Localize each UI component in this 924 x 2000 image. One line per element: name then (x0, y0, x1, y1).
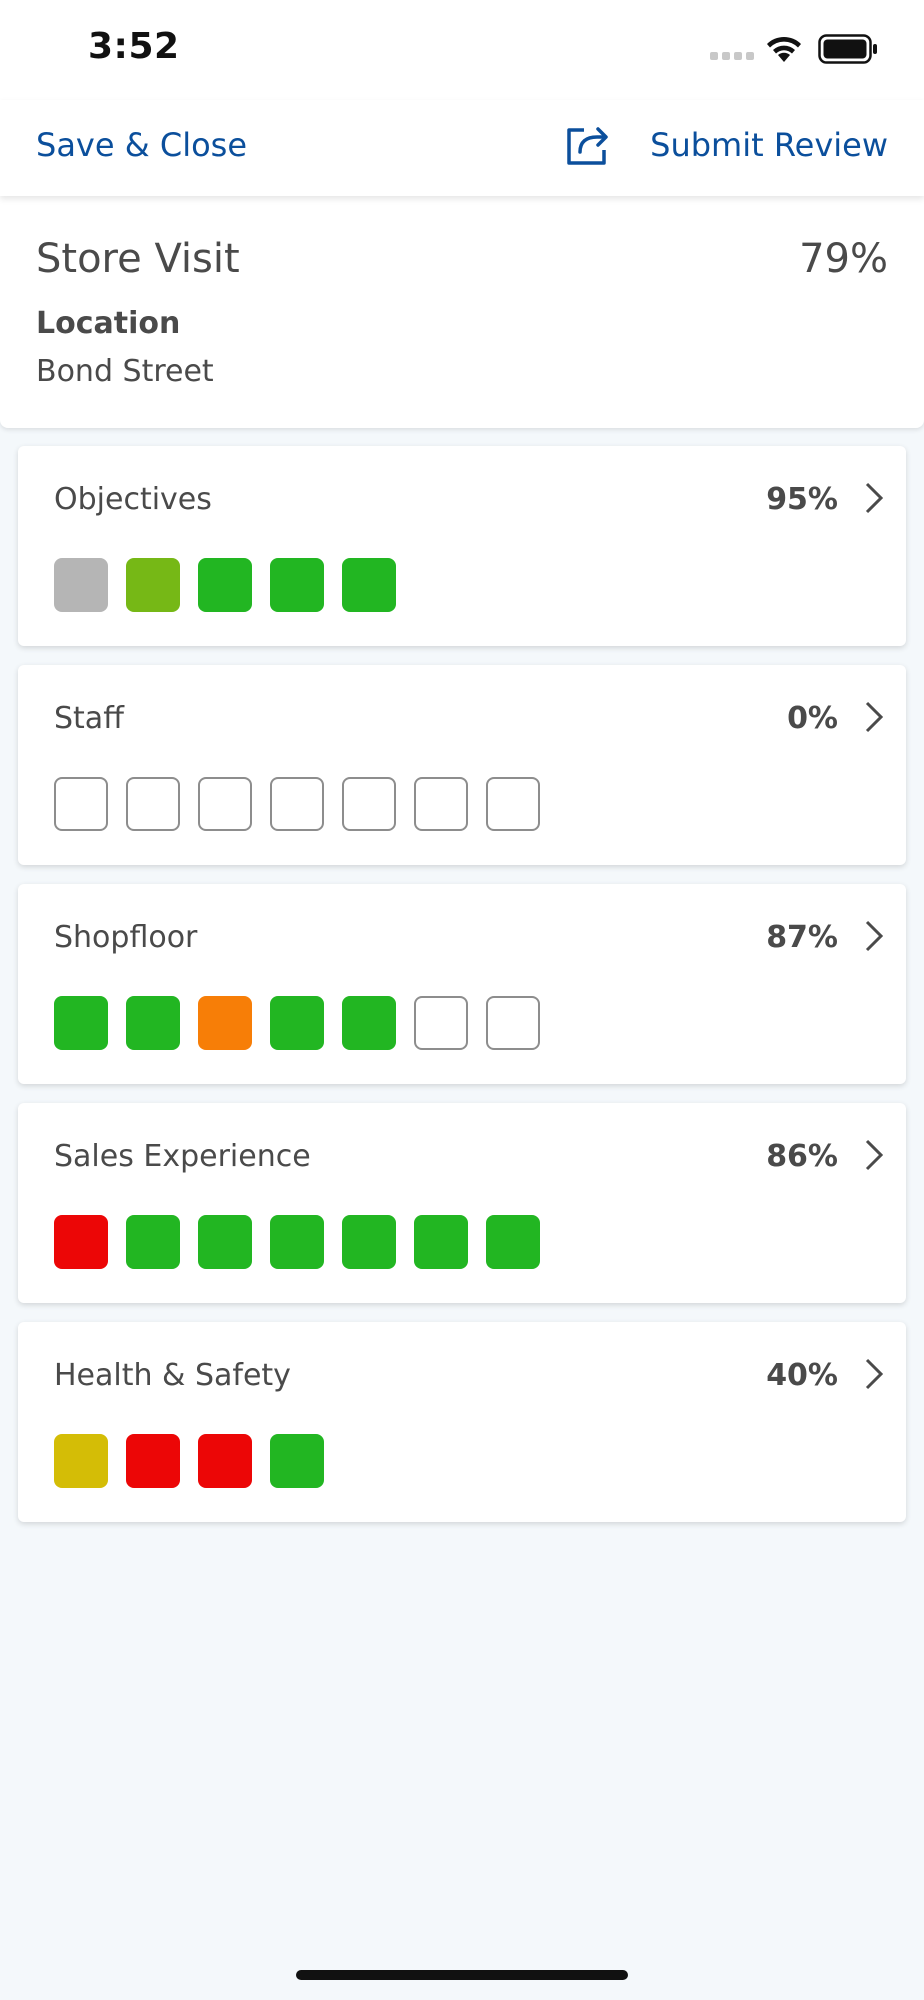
question-status-row (54, 1434, 324, 1488)
status-square-empty (270, 777, 324, 831)
status-square-green (486, 1215, 540, 1269)
chevron-right-icon (865, 482, 884, 514)
status-time: 3:52 (88, 26, 180, 67)
question-status-row (54, 558, 396, 612)
visit-summary: Store Visit 79% Location Bond Street (0, 196, 924, 428)
status-square-green (198, 558, 252, 612)
signal-icon (710, 52, 754, 60)
chevron-right-icon (865, 701, 884, 733)
status-square-green (342, 996, 396, 1050)
submit-review-button[interactable]: Submit Review (650, 126, 888, 164)
wifi-icon (767, 36, 801, 62)
status-square-empty (54, 777, 108, 831)
location-label: Location (36, 306, 181, 341)
question-status-row (54, 1215, 540, 1269)
status-square-empty (414, 996, 468, 1050)
section-list: Objectives 95% Staff 0% Shopfloor 87% Sa… (18, 446, 906, 1541)
status-square-yellow (54, 1434, 108, 1488)
status-square-green (270, 558, 324, 612)
share-icon[interactable] (564, 122, 612, 168)
status-square-empty (486, 996, 540, 1050)
status-square-empty (414, 777, 468, 831)
status-square-grey (54, 558, 108, 612)
status-square-green (198, 1215, 252, 1269)
section-name: Objectives (54, 482, 212, 517)
status-square-green (126, 996, 180, 1050)
section-shopfloor[interactable]: Shopfloor 87% (18, 884, 906, 1084)
section-name: Staff (54, 701, 124, 736)
status-square-green (342, 1215, 396, 1269)
battery-icon (818, 34, 877, 64)
home-indicator (296, 1970, 628, 1980)
chevron-right-icon (865, 920, 884, 952)
status-square-light-green (126, 558, 180, 612)
section-health-safety[interactable]: Health & Safety 40% (18, 1322, 906, 1522)
status-square-empty (126, 777, 180, 831)
status-square-orange (198, 996, 252, 1050)
status-square-green (414, 1215, 468, 1269)
section-score: 87% (766, 920, 838, 955)
status-bar: 3:52 (0, 0, 924, 100)
status-square-red (198, 1434, 252, 1488)
section-name: Health & Safety (54, 1358, 291, 1393)
status-square-green (342, 558, 396, 612)
chevron-right-icon (865, 1358, 884, 1390)
section-name: Shopfloor (54, 920, 198, 955)
status-square-empty (342, 777, 396, 831)
visit-title: Store Visit (36, 236, 240, 282)
status-square-empty (198, 777, 252, 831)
question-status-row (54, 996, 540, 1050)
location-value: Bond Street (36, 354, 214, 389)
save-close-button[interactable]: Save & Close (36, 126, 248, 164)
status-square-green (126, 1215, 180, 1269)
status-square-green (54, 996, 108, 1050)
section-staff[interactable]: Staff 0% (18, 665, 906, 865)
section-score: 40% (766, 1358, 838, 1393)
section-score: 95% (766, 482, 838, 517)
status-square-empty (486, 777, 540, 831)
nav-bar: Save & Close Submit Review (0, 100, 924, 196)
section-score: 0% (787, 701, 838, 736)
section-score: 86% (766, 1139, 838, 1174)
chevron-right-icon (865, 1139, 884, 1171)
section-name: Sales Experience (54, 1139, 311, 1174)
status-square-green (270, 1215, 324, 1269)
section-sales-experience[interactable]: Sales Experience 86% (18, 1103, 906, 1303)
question-status-row (54, 777, 540, 831)
status-square-red (54, 1215, 108, 1269)
status-square-green (270, 1434, 324, 1488)
status-square-green (270, 996, 324, 1050)
visit-score: 79% (799, 236, 888, 282)
section-objectives[interactable]: Objectives 95% (18, 446, 906, 646)
status-square-red (126, 1434, 180, 1488)
